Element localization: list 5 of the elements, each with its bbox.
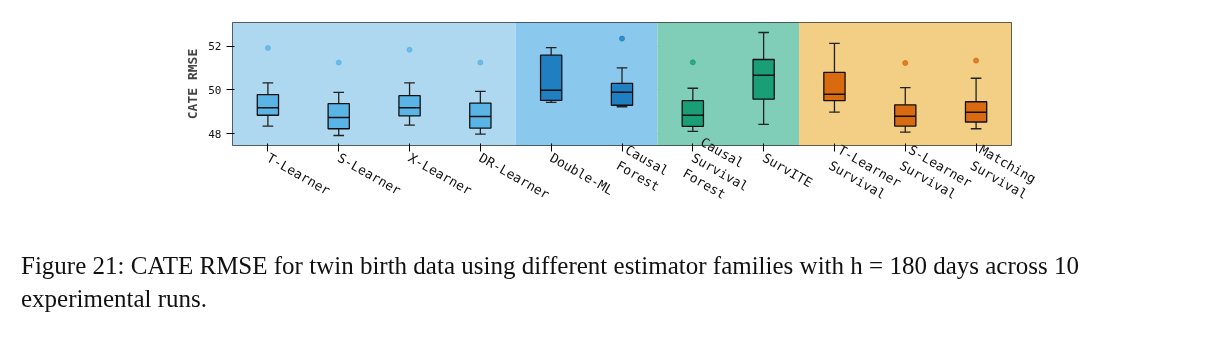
y-axis-title: CATE RMSE bbox=[185, 48, 201, 120]
y-tick-label: 48 bbox=[208, 127, 222, 141]
y-tick-label: 52 bbox=[208, 40, 222, 54]
y-tick-label: 50 bbox=[208, 83, 222, 97]
caption: Figure 21: CATE RMSE for twin birth data using different estimator families with h = 180 days across 10 experimental runs. bbox=[21, 251, 1080, 314]
